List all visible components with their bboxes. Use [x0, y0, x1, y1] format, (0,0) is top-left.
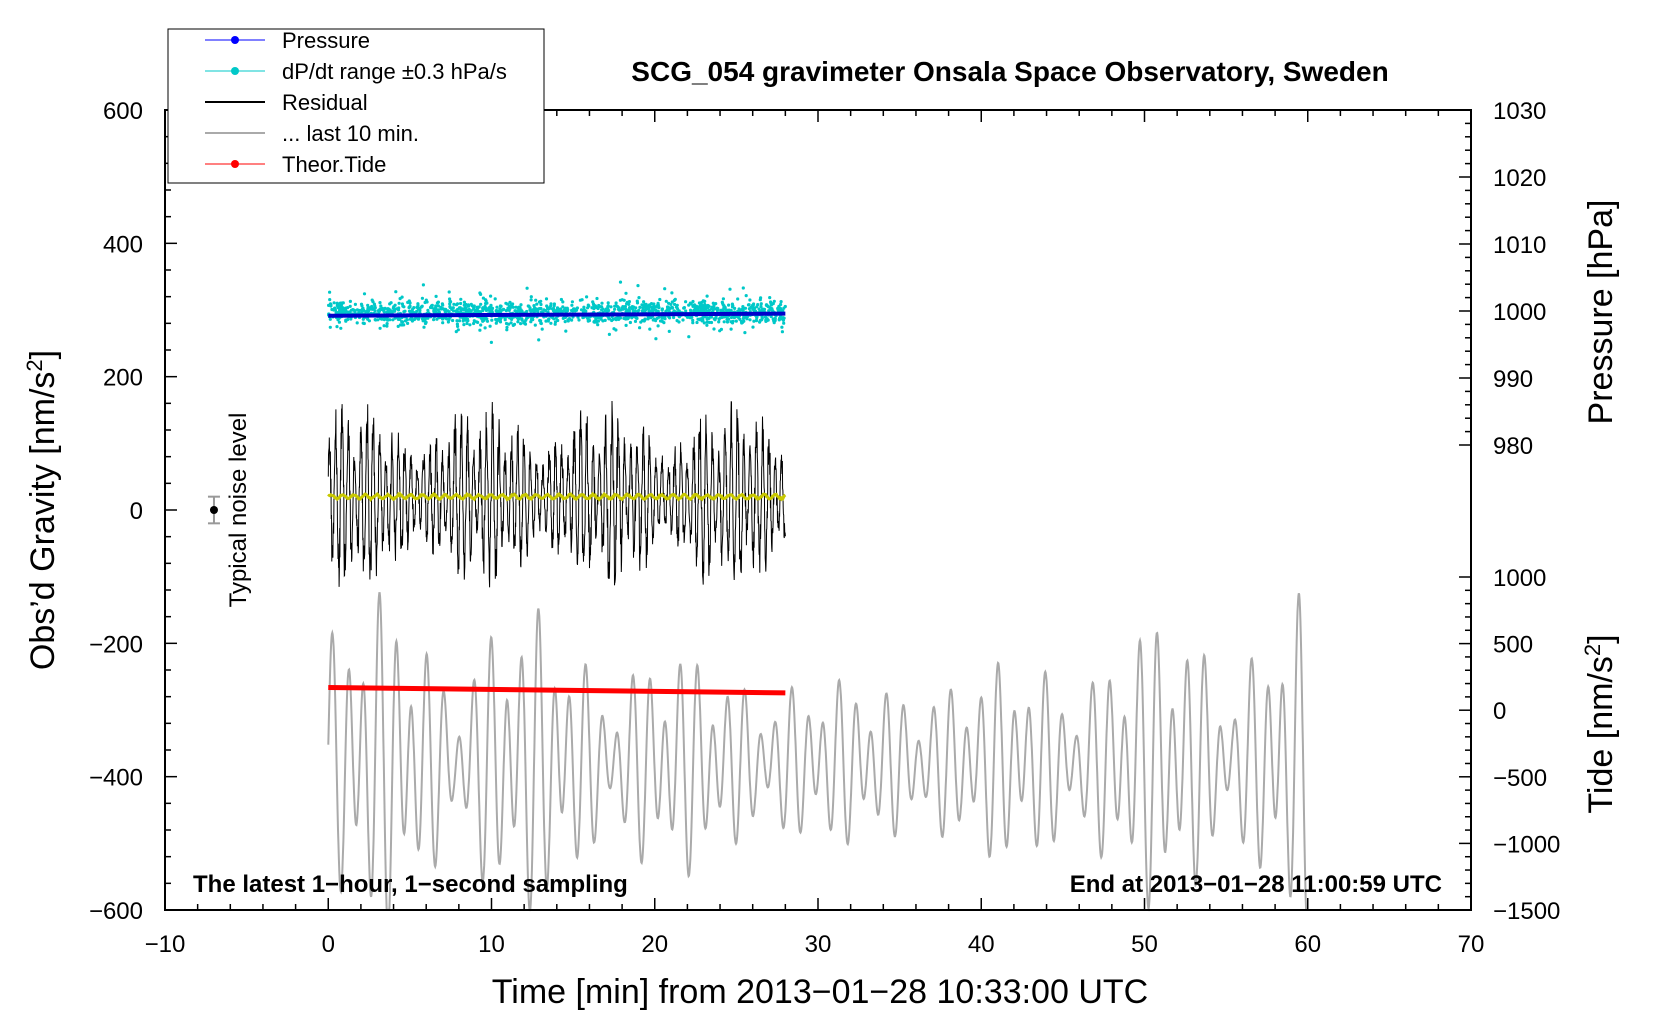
y-left-tick-label: 0 — [130, 498, 143, 525]
legend-marker-dpdt — [231, 67, 239, 75]
y-tide-tick-label: 0 — [1493, 698, 1506, 725]
x-tick-label: 10 — [478, 931, 505, 958]
y-tide-tick-label: 1000 — [1493, 565, 1546, 592]
legend-item-pressure: Pressure — [205, 28, 370, 53]
y-pressure-tick-label: 980 — [1493, 433, 1533, 460]
y-left-tick-label: −400 — [89, 765, 143, 792]
y-left-axis-title: Obs’d Gravity [nm/s2] — [22, 350, 62, 670]
x-tick-label: 60 — [1294, 931, 1321, 958]
legend-marker-pressure — [231, 36, 239, 44]
series-pressure — [328, 311, 786, 318]
noise-point — [209, 506, 218, 514]
y-pressure-tick-label: 1010 — [1493, 232, 1546, 259]
y-left-tick-label: 600 — [103, 98, 143, 125]
y-pressure-tick-label: 990 — [1493, 366, 1533, 393]
ticks-layer: −10 0 10 20 30 40 50 60 706004002000−200−400−600… — [89, 98, 1560, 958]
y-left-tick-label: 200 — [103, 365, 143, 392]
y-right-tide-title: Tide [nm/s2] — [1580, 634, 1620, 813]
noise-level-label: Typical noise level — [225, 413, 252, 608]
legend-item-residual: Residual — [205, 90, 368, 115]
legend-label-pressure: Pressure — [282, 28, 370, 53]
legend-box — [167, 28, 545, 184]
series-last-10-min — [327, 592, 1308, 912]
legend-label-tide: Theor.Tide — [282, 152, 386, 177]
y-tide-tick-label: −500 — [1493, 765, 1547, 792]
x-axis-title: Time [min] from 2013−01−28 10:33:00 UTC — [492, 973, 1148, 1011]
x-tick-label: 40 — [968, 931, 995, 958]
y-left-tick-label: −600 — [89, 898, 143, 925]
legend-marker-tide — [231, 160, 239, 168]
x-tick-label: 20 — [641, 931, 668, 958]
y-pressure-tick-label: 1020 — [1493, 165, 1546, 192]
y-pressure-tick-label: 1030 — [1493, 98, 1546, 125]
legend-label-dpdt: dP/dt range ±0.3 hPa/s — [282, 59, 507, 84]
chart-title: SCG_054 gravimeter Onsala Space Observat… — [631, 56, 1388, 87]
note-latest-hour: The latest 1−hour, 1−second sampling — [193, 871, 628, 898]
series-layer — [327, 280, 1308, 912]
y-tide-tick-label: −1500 — [1493, 898, 1560, 925]
y-pressure-tick-label: 1000 — [1493, 299, 1546, 326]
x-tick-label: 0 — [322, 931, 335, 958]
note-end-time: End at 2013−01−28 11:00:59 UTC — [1070, 871, 1442, 898]
y-left-tick-label: 400 — [103, 231, 143, 258]
series-residual-smoothed — [327, 491, 787, 503]
series-residual — [327, 400, 786, 588]
legend-item-dpdt: dP/dt range ±0.3 hPa/s — [205, 59, 507, 84]
legend: Pressure dP/dt range ±0.3 hPa/s Residual… — [167, 28, 545, 184]
y-left-tick-label: −200 — [89, 631, 143, 658]
y-right-pressure-title: Pressure [hPa] — [1582, 200, 1620, 425]
y-tide-tick-label: 500 — [1493, 632, 1533, 659]
noise-marker — [207, 495, 220, 525]
legend-item-last10: ... last 10 min. — [205, 121, 419, 146]
legend-item-tide: Theor.Tide — [205, 152, 386, 177]
y-tide-tick-label: −1000 — [1493, 831, 1560, 858]
legend-label-last10: ... last 10 min. — [282, 121, 419, 146]
x-tick-label: 30 — [805, 931, 832, 958]
x-tick-label: 70 — [1458, 931, 1485, 958]
x-tick-label: −10 — [145, 931, 186, 958]
series-theor-tide — [328, 685, 786, 696]
x-tick-label: 50 — [1131, 931, 1158, 958]
legend-label-residual: Residual — [282, 90, 368, 115]
